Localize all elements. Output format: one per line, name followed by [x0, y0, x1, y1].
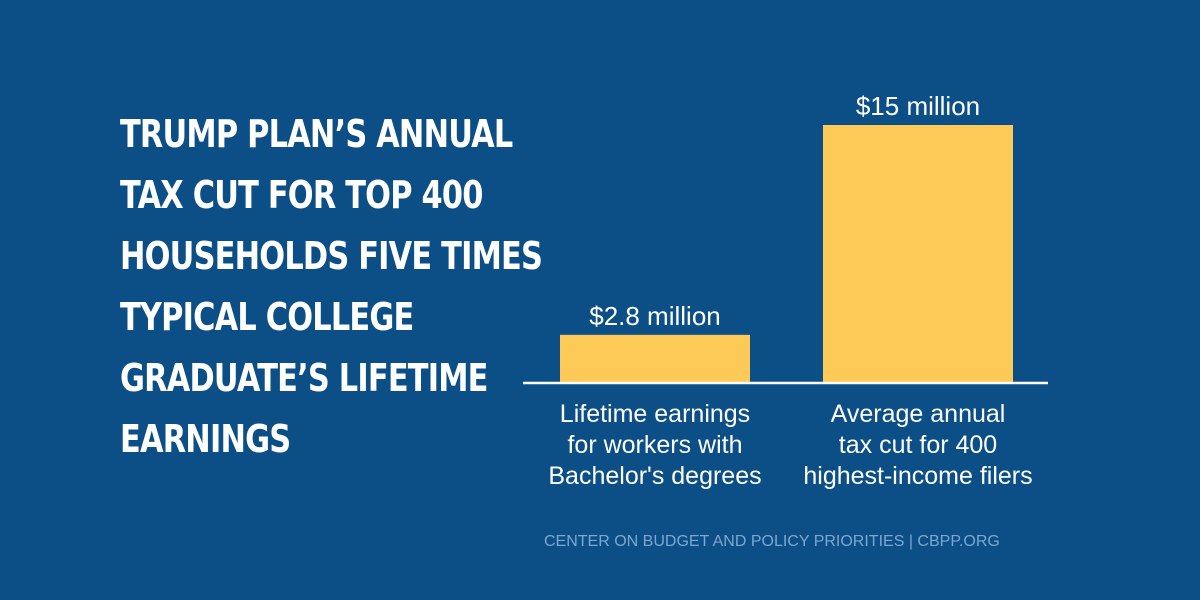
- headline: Trump Plan’s Annual Tax Cut For Top 400 …: [120, 104, 543, 470]
- headline-line: Typical College: [120, 295, 414, 339]
- headline-line: Tax Cut For Top 400: [120, 173, 483, 217]
- bar-value-label: $15 million: [856, 91, 980, 121]
- headline-line: Trump Plan’s Annual: [120, 112, 513, 156]
- category-label-line: tax cut for 400: [839, 431, 997, 459]
- source-credit: CENTER ON BUDGET AND POLICY PRIORITIES |…: [544, 533, 1000, 550]
- category-label-line: Lifetime earnings: [560, 400, 750, 428]
- category-label: Average annual tax cut for 400 highest-inc…: [803, 400, 1032, 490]
- category-label-line: Average annual: [831, 400, 1006, 428]
- bar-value-label: $2.8 million: [589, 301, 721, 331]
- headline-line: Earnings: [120, 417, 291, 461]
- category-label-line: highest-income filers: [803, 462, 1032, 490]
- headline-line: Graduate’s Lifetime: [120, 356, 488, 400]
- bar: [560, 334, 750, 383]
- bar: [823, 125, 1013, 383]
- category-label-line: Bachelor's degrees: [548, 462, 761, 490]
- category-label: Lifetime earnings for workers with Bachelo…: [548, 400, 761, 490]
- category-label-line: for workers with: [567, 431, 742, 459]
